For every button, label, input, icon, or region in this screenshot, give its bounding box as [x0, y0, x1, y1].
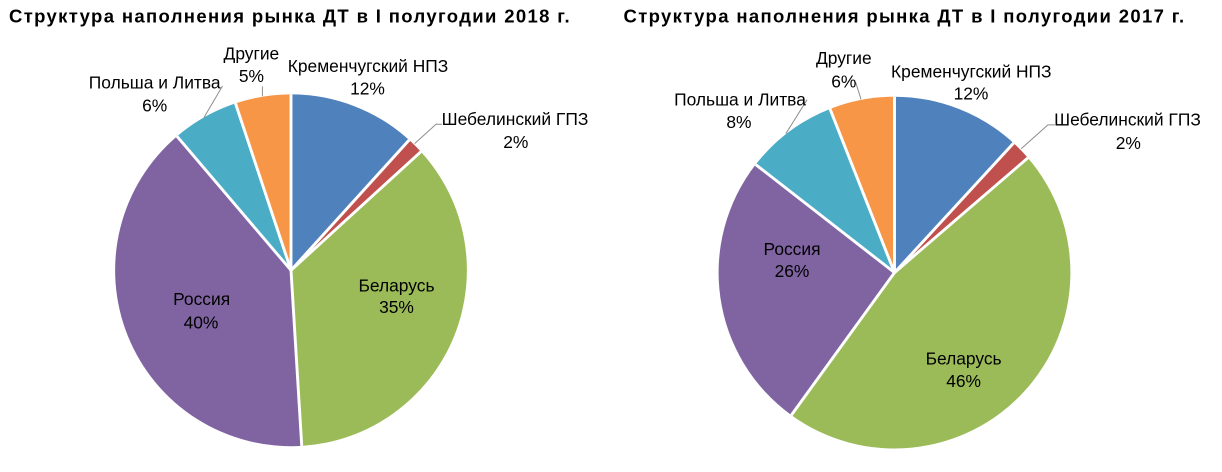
svg-text:40%: 40%	[184, 312, 219, 332]
svg-text:Польша и Литва: Польша и Литва	[674, 89, 806, 109]
svg-text:Кременчугский НПЗ: Кременчугский НПЗ	[891, 62, 1052, 82]
svg-text:Структура наполнения рынка ДТ: Структура наполнения рынка ДТ в I полуго…	[624, 5, 1186, 26]
svg-text:Россия: Россия	[173, 289, 230, 309]
svg-text:Шебелинский ГПЗ: Шебелинский ГПЗ	[442, 109, 589, 129]
svg-text:5%: 5%	[239, 66, 264, 86]
svg-text:6%: 6%	[142, 95, 167, 115]
svg-text:Другие: Другие	[224, 43, 280, 63]
svg-text:Структура наполнения рынка ДТ: Структура наполнения рынка ДТ в I полуго…	[9, 5, 571, 26]
svg-text:Беларусь: Беларусь	[926, 349, 1002, 369]
svg-text:12%: 12%	[350, 78, 385, 98]
svg-text:Шебелинский ГПЗ: Шебелинский ГПЗ	[1054, 110, 1201, 130]
svg-text:8%: 8%	[726, 112, 751, 132]
svg-text:35%: 35%	[379, 297, 414, 317]
svg-text:46%: 46%	[946, 371, 981, 391]
svg-text:Польша и Литва: Польша и Литва	[89, 72, 221, 92]
svg-text:Беларусь: Беларусь	[358, 275, 434, 295]
svg-text:12%: 12%	[954, 83, 989, 103]
svg-text:Кременчугский НПЗ: Кременчугский НПЗ	[288, 56, 449, 76]
svg-text:Другие: Другие	[816, 48, 872, 68]
svg-text:2%: 2%	[1116, 133, 1141, 153]
svg-text:26%: 26%	[775, 261, 810, 281]
svg-text:Россия: Россия	[763, 239, 820, 259]
svg-text:6%: 6%	[831, 71, 856, 91]
svg-text:2%: 2%	[503, 132, 528, 152]
